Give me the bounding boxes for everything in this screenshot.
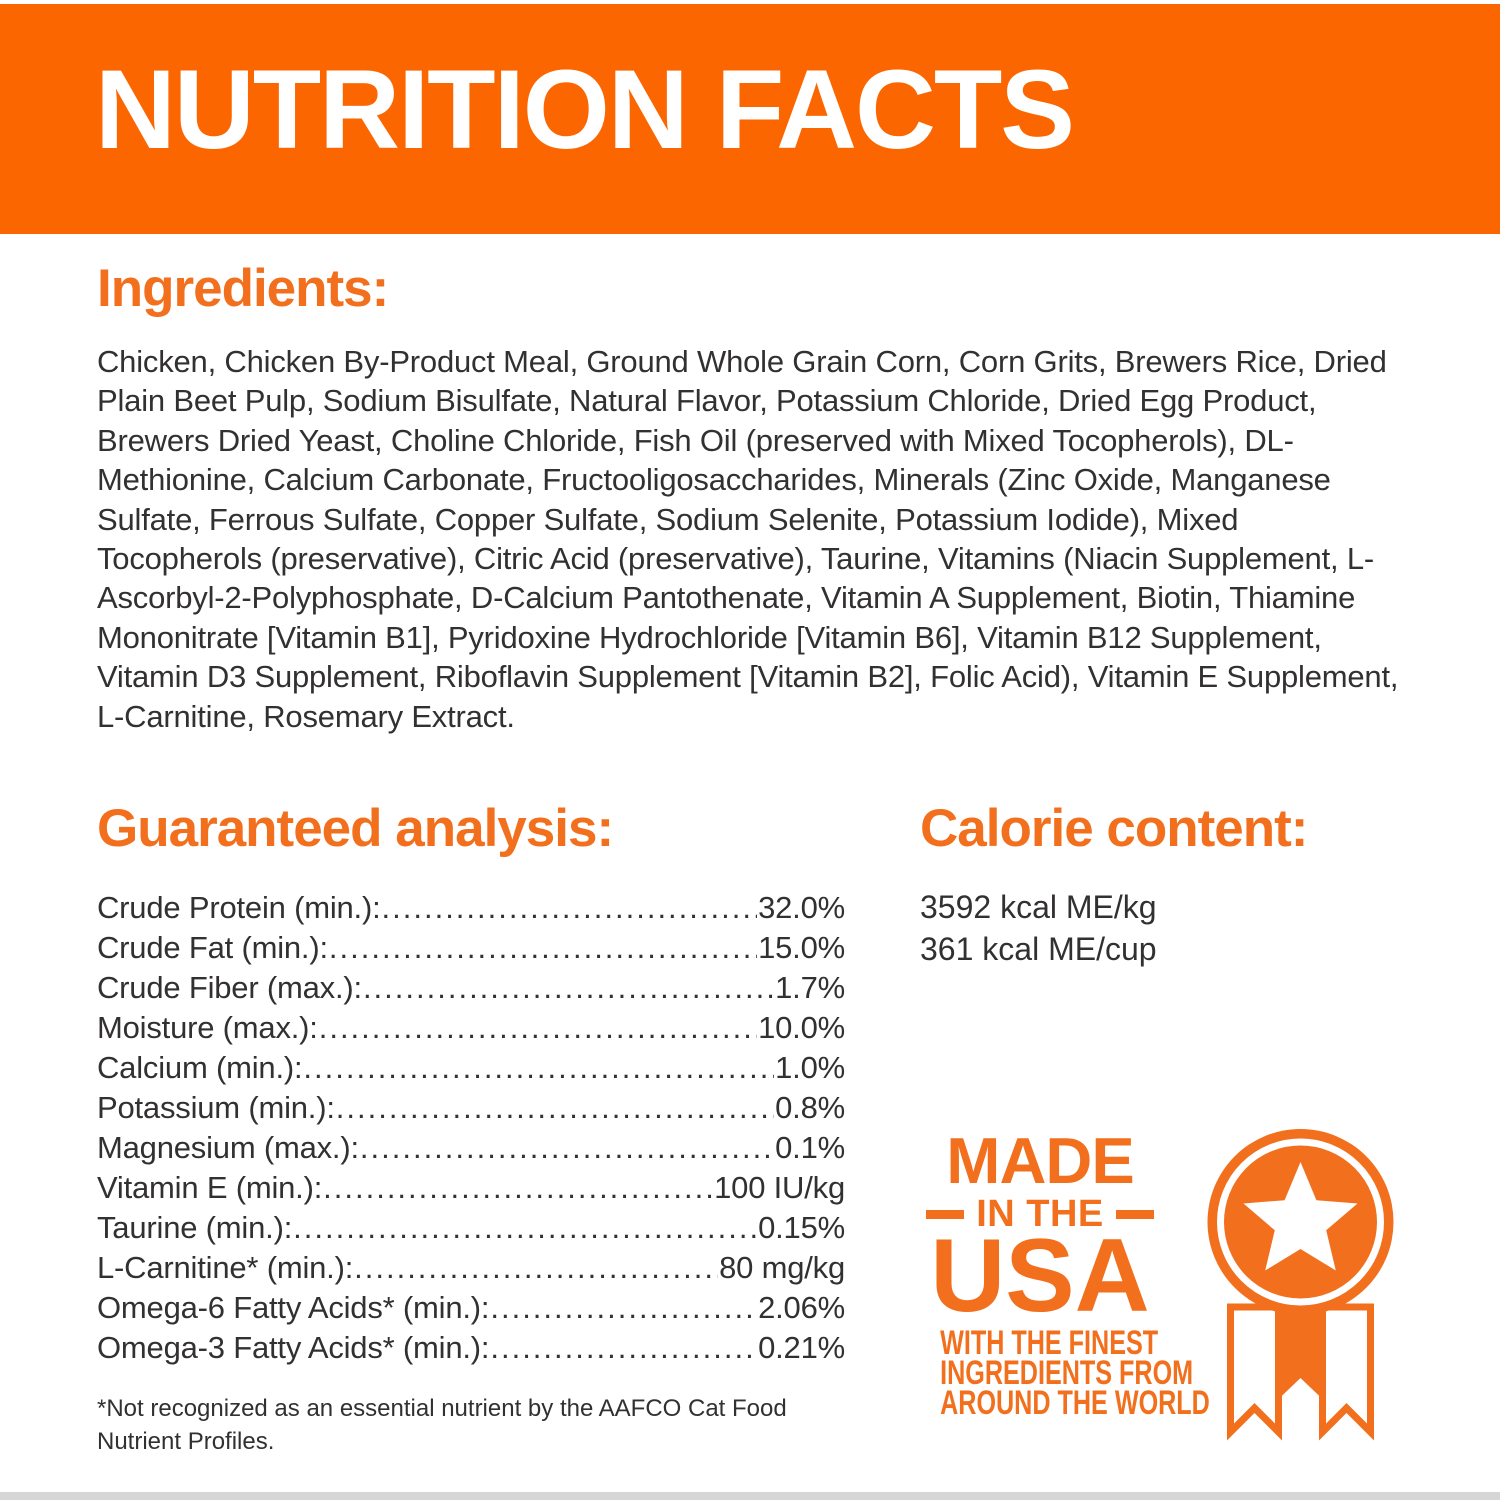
dot-leader	[336, 1088, 774, 1128]
star-icon	[1243, 1162, 1358, 1271]
analysis-row: Crude Protein (min.): 32.0%	[97, 888, 845, 928]
dot-leader	[293, 1208, 757, 1248]
ingredients-heading: Ingredients:	[97, 259, 389, 318]
analysis-label: Moisture (max.):	[97, 1010, 318, 1045]
analysis-label: Crude Protein (min.):	[97, 890, 381, 925]
analysis-row: Magnesium (max.): 0.1%	[97, 1128, 845, 1168]
analysis-label: Omega-3 Fatty Acids* (min.):	[97, 1330, 490, 1365]
award-ribbon-icon	[1207, 1129, 1394, 1441]
dot-leader	[354, 1248, 718, 1288]
analysis-row: Taurine (min.): 0.15%	[97, 1208, 845, 1248]
analysis-label: Omega-6 Fatty Acids* (min.):	[97, 1290, 490, 1325]
analysis-value: 100 IU/kg	[714, 1170, 845, 1205]
analysis-label: Potassium (min.):	[97, 1090, 335, 1125]
calorie-content-values: 3592 kcal ME/kg 361 kcal ME/cup	[920, 886, 1157, 970]
analysis-row: Crude Fiber (max.): 1.7%	[97, 968, 845, 1008]
analysis-label: Crude Fat (min.):	[97, 930, 328, 965]
dot-leader	[363, 968, 774, 1008]
analysis-value: 15.0%	[758, 930, 845, 965]
guaranteed-analysis-heading: Guaranteed analysis:	[97, 799, 614, 858]
analysis-value: 1.7%	[775, 970, 845, 1005]
analysis-value: 0.15%	[758, 1210, 845, 1245]
analysis-row: Potassium (min.): 0.8%	[97, 1088, 845, 1128]
analysis-label: Taurine (min.):	[97, 1210, 293, 1245]
analysis-value: 1.0%	[775, 1050, 845, 1085]
guaranteed-analysis-table: Crude Protein (min.): 32.0% Crude Fat (m…	[97, 888, 845, 1368]
header-banner: NUTRITION FACTS	[0, 4, 1500, 234]
dot-leader	[360, 1128, 774, 1168]
usa-text: USA	[930, 1218, 1150, 1334]
finest-ingredients-line-1: WITH THE FINEST	[940, 1324, 1159, 1362]
dot-leader	[303, 1048, 774, 1088]
dot-leader	[490, 1288, 757, 1328]
analysis-value: 80 mg/kg	[719, 1250, 845, 1285]
analysis-label: Magnesium (max.):	[97, 1130, 359, 1165]
analysis-row: Vitamin E (min.): 100 IU/kg	[97, 1168, 845, 1208]
calorie-content-heading: Calorie content:	[920, 799, 1308, 858]
bottom-edge-strip	[0, 1492, 1500, 1500]
analysis-value: 0.8%	[775, 1090, 845, 1125]
analysis-value: 10.0%	[758, 1010, 845, 1045]
medal-inner-ring	[1217, 1138, 1384, 1306]
analysis-label: L-Carnitine* (min.):	[97, 1250, 354, 1285]
ribbon-tail-right	[1319, 1303, 1374, 1441]
analysis-row: Omega-6 Fatty Acids* (min.): 2.06%	[97, 1288, 845, 1328]
calorie-line: 3592 kcal ME/kg	[920, 889, 1157, 925]
analysis-value: 0.21%	[758, 1330, 845, 1365]
ribbon-center-band	[1277, 1307, 1324, 1400]
dot-leader	[490, 1328, 757, 1368]
ingredients-text: Chicken, Chicken By-Product Meal, Ground…	[97, 344, 1399, 734]
calorie-line: 361 kcal ME/cup	[920, 931, 1157, 967]
finest-ingredients-line-3: AROUND THE WORLD	[940, 1384, 1210, 1422]
analysis-label: Vitamin E (min.):	[97, 1170, 323, 1205]
made-in-usa-claim: MADE IN THE USA WITH THE FINEST INGREDIE…	[905, 1124, 1210, 1422]
analysis-value: 2.06%	[758, 1290, 845, 1325]
analysis-label: Crude Fiber (max.):	[97, 970, 362, 1005]
dot-leader	[323, 1168, 713, 1208]
analysis-row: Crude Fat (min.): 15.0%	[97, 928, 845, 968]
in-the-row: IN THE	[905, 1193, 1175, 1235]
analysis-row: Omega-3 Fatty Acids* (min.): 0.21%	[97, 1328, 845, 1368]
in-the-text: IN THE	[976, 1193, 1104, 1235]
made-text: MADE	[946, 1124, 1134, 1197]
dot-leader	[329, 928, 757, 968]
analysis-row: Calcium (min.): 1.0%	[97, 1048, 845, 1088]
analysis-row: Moisture (max.): 10.0%	[97, 1008, 845, 1048]
analysis-value: 0.1%	[775, 1130, 845, 1165]
analysis-row: L-Carnitine* (min.): 80 mg/kg	[97, 1248, 845, 1288]
dash-left-icon	[926, 1209, 965, 1219]
analysis-value: 32.0%	[758, 890, 845, 925]
dot-leader	[319, 1008, 757, 1048]
dot-leader	[382, 888, 758, 928]
page-title: NUTRITION FACTS	[95, 47, 1075, 172]
analysis-label: Calcium (min.):	[97, 1050, 303, 1085]
dash-right-icon	[1115, 1209, 1154, 1219]
ribbon-tail-left	[1227, 1303, 1282, 1441]
aafco-footnote: *Not recognized as an essential nutrient…	[97, 1395, 787, 1455]
